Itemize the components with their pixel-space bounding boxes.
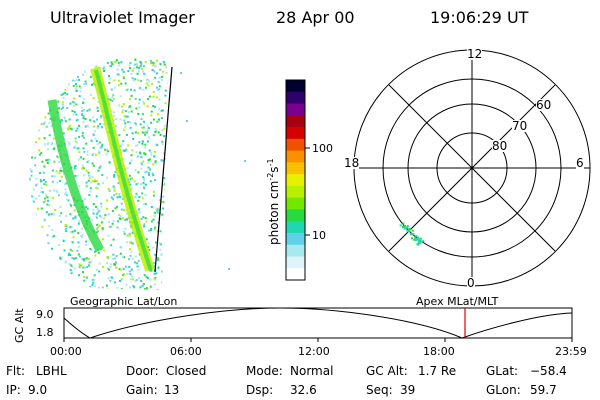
polar-label-dawn: 6	[576, 156, 584, 170]
flt-value: LBHL	[36, 364, 67, 378]
alt-tick-high: 9.0	[36, 308, 54, 321]
colorbar-swatch	[286, 268, 305, 281]
colorbar-swatch	[286, 209, 305, 222]
colorbar-swatch	[286, 197, 305, 211]
colorbar-tick-100: 100	[312, 142, 333, 155]
colorbar-swatch	[286, 174, 305, 187]
apex-caption: Apex MLat/MLT	[416, 295, 499, 308]
colorbar-swatch	[286, 185, 305, 199]
gain-key: Gain:	[126, 383, 158, 397]
gcalt-value: 1.7 Re	[418, 364, 457, 378]
colorbar-swatch	[286, 91, 305, 105]
glon-value: 59.7	[530, 383, 557, 397]
ip-value: 9.0	[28, 383, 48, 397]
glat-key: GLat:	[486, 364, 519, 378]
colorbar-tick-10: 10	[312, 229, 326, 242]
polar-label-noon: 12	[467, 47, 483, 61]
dsp-value: 32.6	[290, 383, 317, 397]
flt-key: Flt:	[6, 364, 25, 378]
colorbar-swatch	[286, 221, 305, 234]
altitude-curve	[63, 307, 573, 339]
door-key: Door:	[126, 364, 159, 378]
time-tick-1200: 12:00	[298, 345, 330, 358]
aurora-band-upper	[47, 99, 104, 253]
polar-label-dusk: 18	[344, 156, 360, 170]
door-value: Closed	[166, 364, 207, 378]
colorbar-swatch	[286, 115, 305, 128]
time-tick-0600: 06:00	[170, 345, 202, 358]
polar-label-lat80: 80	[492, 139, 508, 153]
glat-value: −58.4	[530, 364, 567, 378]
time-tick-2359: 23:59	[555, 345, 587, 358]
gcalt-key: GC Alt:	[366, 364, 408, 378]
colorbar-swatch	[286, 103, 305, 116]
mode-value: Normal	[290, 364, 334, 378]
time-tick-0000: 00:00	[50, 345, 82, 358]
terminator-line	[154, 66, 173, 273]
colorbar-swatch	[286, 232, 305, 246]
gain-value: 13	[164, 383, 180, 397]
colorbar-swatch	[286, 150, 305, 163]
polar-label-lat60: 60	[536, 98, 552, 112]
mode-key: Mode:	[246, 364, 283, 378]
geographic-caption: Geographic Lat/Lon	[70, 295, 178, 308]
colorbar-swatch	[286, 256, 305, 269]
date-label: 28 Apr 00	[276, 8, 355, 27]
time-tick-1800: 18:00	[423, 345, 455, 358]
time-label: 19:06:29 UT	[430, 8, 529, 27]
alt-tick-low: 1.8	[36, 326, 54, 339]
colorbar-swatch	[286, 127, 305, 140]
polar-label-midnight: 0	[467, 276, 475, 290]
app-title: Ultraviolet Imager	[50, 8, 195, 27]
seq-key: Seq:	[366, 383, 393, 397]
glon-key: GLon:	[486, 383, 521, 397]
seq-value: 39	[400, 383, 416, 397]
polar-label-lat70: 70	[512, 119, 528, 133]
ip-key: IP:	[6, 383, 21, 397]
colorbar-swatch	[286, 162, 305, 175]
colorbar-swatch	[286, 80, 305, 93]
colorbar-swatch	[286, 138, 305, 152]
colorbar-swatch	[286, 244, 305, 258]
dsp-key: Dsp:	[246, 383, 274, 397]
